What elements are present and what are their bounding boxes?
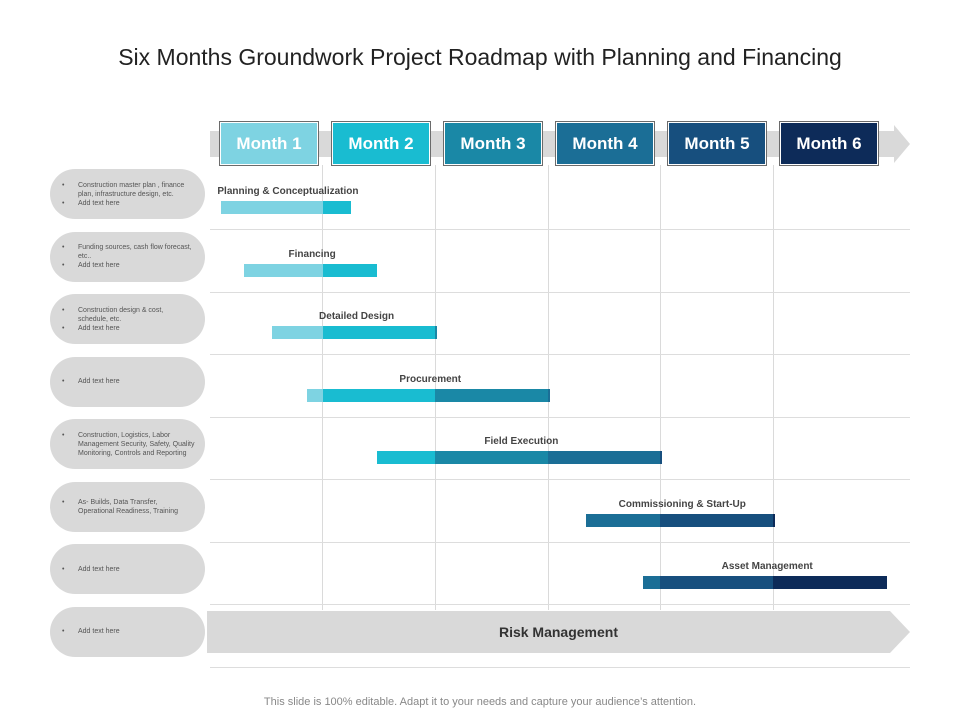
task-bar-segment [376, 451, 435, 464]
task-bar-segment [322, 388, 435, 402]
row-divider [210, 229, 910, 230]
notes-list: Add text here [62, 565, 195, 574]
task-bar-segment [547, 388, 550, 402]
notes-list: Construction master plan , finance plan,… [62, 181, 195, 208]
row-divider [210, 479, 910, 480]
task-bar-segment [547, 451, 660, 464]
task-bar-segment [660, 451, 663, 464]
row-notes-pill: Funding sources, cash flow forecast, etc… [50, 231, 205, 282]
task-label: Commissioning & Start-Up [618, 498, 746, 510]
row-divider [210, 354, 910, 355]
month-4-header: Month 4 [555, 121, 655, 166]
task-bar [376, 451, 663, 464]
task-label: Field Execution [484, 436, 559, 447]
task-bar-segment [221, 201, 323, 214]
task-bar-segment [322, 201, 351, 214]
note-item: Add text here [62, 565, 195, 574]
task-label: Financing [288, 248, 336, 260]
task-bar-segment [306, 388, 323, 402]
month-divider [660, 165, 661, 610]
note-item: Add text here [62, 261, 195, 270]
notes-list: Funding sources, cash flow forecast, etc… [62, 243, 195, 270]
notes-list: Add text here [62, 377, 195, 386]
note-item: Construction, Logistics, Labor Managemen… [62, 431, 195, 458]
task-bar-segment [243, 263, 323, 277]
task-bar-segment [772, 576, 885, 589]
month-5-header: Month 5 [667, 121, 767, 166]
task-bar-segment [772, 513, 775, 527]
row-notes-pill: As- Builds, Data Transfer, Operational R… [50, 481, 205, 532]
task-bar [306, 388, 550, 402]
task-label: Procurement [399, 373, 462, 385]
month-divider [322, 165, 323, 610]
row-notes-pill: Construction design & cost, schedule, et… [50, 294, 205, 344]
task-bar [243, 263, 377, 277]
task-bar-segment [322, 326, 435, 339]
task-bar-segment [885, 576, 888, 589]
task-bar [643, 576, 888, 589]
task-bar-segment [271, 326, 323, 339]
row-divider [210, 666, 910, 668]
task-bar [221, 201, 351, 214]
risk-management-label: Risk Management [498, 624, 619, 640]
task-bar-segment [660, 576, 773, 589]
task-bar-segment [322, 263, 377, 277]
month-2-header: Month 2 [331, 121, 431, 166]
row-notes-pill: Add text here [50, 606, 205, 657]
task-label: Planning & Conceptualization [217, 186, 359, 197]
row-divider [210, 604, 910, 605]
task-bar [271, 326, 438, 339]
month-6-header: Month 6 [779, 121, 879, 166]
task-bar-segment [643, 576, 660, 589]
row-divider [210, 291, 910, 293]
row-notes-pill: Add text here [50, 356, 205, 407]
row-notes-pill: Construction master plan , finance plan,… [50, 169, 205, 219]
note-item: Add text here [62, 199, 195, 208]
month-divider [548, 165, 549, 610]
row-notes-pill: Construction, Logistics, Labor Managemen… [50, 419, 205, 469]
risk-management-arrow [207, 611, 910, 653]
task-label: Asset Management [721, 561, 813, 572]
note-item: Funding sources, cash flow forecast, etc… [62, 243, 195, 261]
note-item: Construction master plan , finance plan,… [62, 181, 195, 199]
month-1-header: Month 1 [219, 121, 319, 166]
slide-title: Six Months Groundwork Project Roadmap wi… [118, 44, 842, 70]
task-label: Detailed Design [319, 311, 395, 322]
notes-list: Construction, Logistics, Labor Managemen… [62, 431, 195, 458]
notes-list: As- Builds, Data Transfer, Operational R… [62, 498, 195, 516]
note-item: Add text here [62, 377, 195, 386]
task-bar-segment [585, 513, 660, 527]
notes-list: Add text here [62, 627, 195, 636]
task-bar [585, 513, 775, 527]
task-bar-segment [660, 513, 773, 527]
month-divider [773, 165, 774, 610]
note-item: As- Builds, Data Transfer, Operational R… [62, 498, 195, 516]
note-item: Add text here [62, 324, 195, 333]
footer-note: This slide is 100% editable. Adapt it to… [263, 696, 697, 708]
month-divider [435, 165, 436, 610]
row-notes-pill: Add text here [50, 544, 205, 594]
notes-list: Construction design & cost, schedule, et… [62, 306, 195, 333]
task-bar-segment [435, 388, 548, 402]
row-divider [210, 416, 910, 418]
row-divider [210, 541, 910, 543]
task-bar-segment [435, 451, 548, 464]
note-item: Add text here [62, 627, 195, 636]
note-item: Construction design & cost, schedule, et… [62, 306, 195, 324]
month-3-header: Month 3 [443, 121, 543, 166]
task-bar-segment [435, 326, 438, 339]
